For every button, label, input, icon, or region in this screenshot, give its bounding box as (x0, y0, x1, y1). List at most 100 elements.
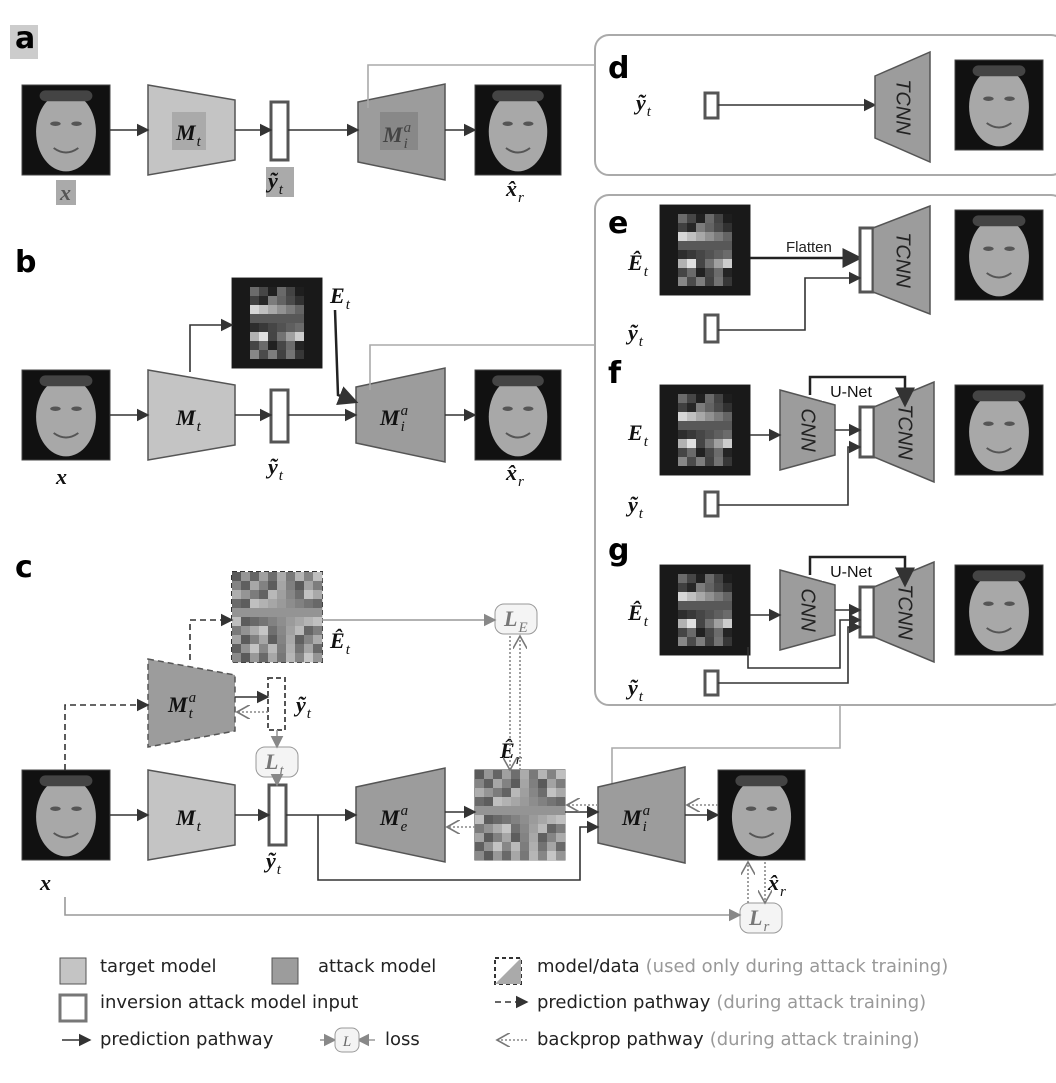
heatmap-cell (547, 851, 556, 860)
heatmap-cell (660, 628, 669, 637)
legend-label: loss (385, 1029, 420, 1050)
heatmap-cell (250, 332, 259, 341)
heatmap-cell (547, 833, 556, 842)
heatmap-cell (696, 646, 705, 655)
heatmap-cell (705, 223, 714, 232)
heatmap-cell (493, 797, 502, 806)
heatmap-cell (547, 806, 556, 815)
math-label: M (167, 692, 189, 717)
heatmap-cell (313, 572, 322, 581)
math-subscript: r (780, 884, 786, 900)
heatmap-cell (520, 788, 529, 797)
text-label: U-Net (830, 384, 872, 401)
face (969, 67, 1029, 146)
heatmap-cell (259, 653, 268, 662)
heatmap-cell (268, 581, 277, 590)
heatmap-cell (241, 287, 250, 296)
input-box (860, 407, 874, 457)
heatmap-cell (714, 628, 723, 637)
math-label: ỹ (263, 848, 277, 873)
input-box (268, 678, 285, 730)
heatmap-cell (723, 466, 732, 475)
heatmap-cell (687, 421, 696, 430)
heatmap-cell (232, 653, 241, 662)
heatmap-cell (660, 619, 669, 628)
heatmap-cell (259, 287, 268, 296)
heatmap-cell (277, 599, 286, 608)
heatmap-cell (723, 259, 732, 268)
heatmap-cell (475, 779, 484, 788)
heatmap-cell (520, 806, 529, 815)
heatmap-cell (511, 788, 520, 797)
heatmap-cell (277, 590, 286, 599)
panel-label: d (608, 51, 629, 86)
heatmap-cell (538, 815, 547, 824)
heatmap-cell (538, 779, 547, 788)
heatmap-cell (687, 250, 696, 259)
heatmap-cell (678, 601, 687, 610)
heatmap-cell (286, 287, 295, 296)
heatmap-cell (295, 332, 304, 341)
heatmap-cell (493, 806, 502, 815)
eye (50, 406, 61, 411)
heatmap-cell (313, 644, 322, 653)
heatmap-cell (493, 842, 502, 851)
heatmap-cell (705, 646, 714, 655)
heatmap-cell (538, 851, 547, 860)
heatmap-cell (493, 779, 502, 788)
heatmap-cell (268, 599, 277, 608)
heatmap-cell (250, 314, 259, 323)
heatmap-cell (277, 287, 286, 296)
legend-label: model/data (537, 956, 640, 977)
input-box (705, 492, 718, 516)
heatmap-cell (696, 223, 705, 232)
heatmap-cell (241, 332, 250, 341)
heatmap-cell (705, 439, 714, 448)
heatmap-cell (705, 592, 714, 601)
heatmap-cell (556, 851, 565, 860)
heatmap-cell (687, 205, 696, 214)
heatmap-cell (277, 653, 286, 662)
heatmap-cell (313, 314, 322, 323)
heatmap-cell (678, 241, 687, 250)
heatmap-cell (277, 305, 286, 314)
heatmap-cell (268, 305, 277, 314)
math-label: E (329, 283, 345, 308)
heatmap-cell (714, 223, 723, 232)
heatmap-cell (669, 430, 678, 439)
block-label: TCNN (892, 79, 914, 135)
heatmap-cell (687, 241, 696, 250)
math-subscript: t (644, 614, 649, 630)
heatmap-cell (304, 572, 313, 581)
heatmap-cell (714, 592, 723, 601)
heatmap-cell (723, 565, 732, 574)
heatmap-cell (268, 359, 277, 368)
heatmap-cell (741, 457, 750, 466)
heatmap-cell (286, 314, 295, 323)
heatmap-cell (277, 323, 286, 332)
heatmap-cell (732, 466, 741, 475)
heatmap-cell (732, 277, 741, 286)
heatmap-cell (723, 223, 732, 232)
hair (973, 390, 1026, 401)
heatmap-cell (687, 574, 696, 583)
legend-label: target model (100, 956, 217, 977)
heatmap-cell (678, 385, 687, 394)
heatmap-cell (687, 583, 696, 592)
heatmap-cell (714, 646, 723, 655)
heatmap-cell (268, 278, 277, 287)
eye (1004, 246, 1015, 251)
heatmap-cell (669, 646, 678, 655)
heatmap-cell (669, 268, 678, 277)
heatmap-cell (714, 601, 723, 610)
heatmap-cell (259, 572, 268, 581)
math-subscript: t (639, 334, 644, 350)
heatmap-cell (723, 214, 732, 223)
heatmap-cell (232, 359, 241, 368)
heatmap-cell (678, 592, 687, 601)
heatmap-cell (660, 601, 669, 610)
heatmap-cell (687, 466, 696, 475)
heatmap-cell (705, 412, 714, 421)
heatmap-cell (714, 205, 723, 214)
heatmap-cell (714, 466, 723, 475)
